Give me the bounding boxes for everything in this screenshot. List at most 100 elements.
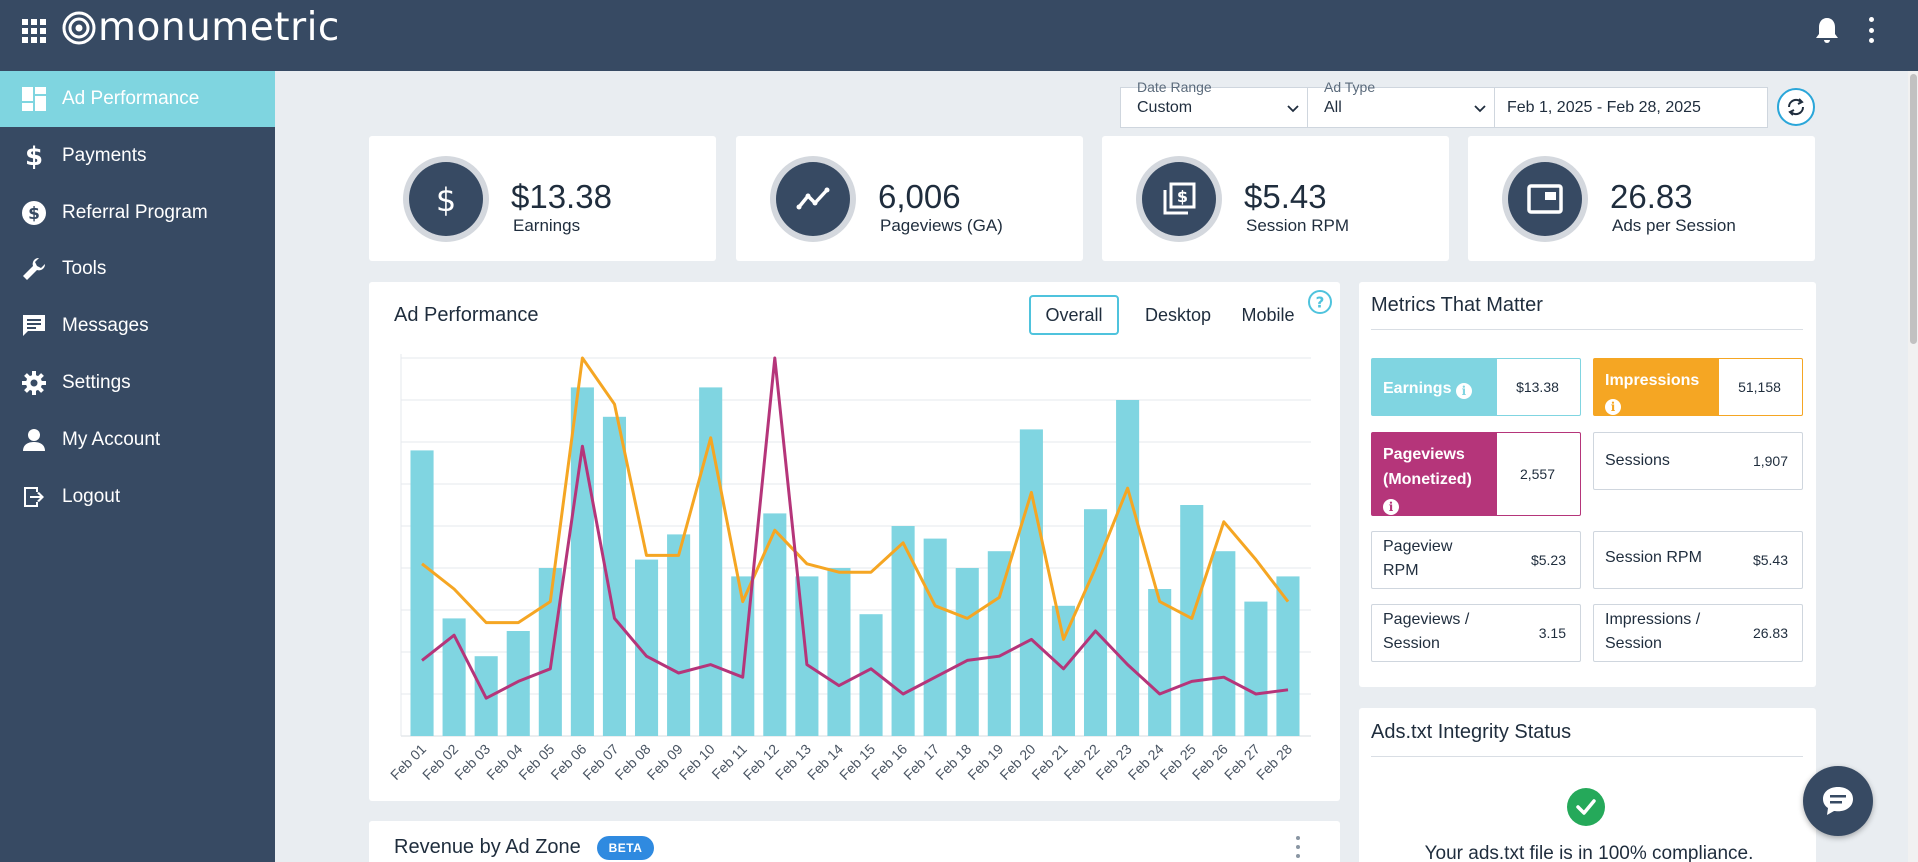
stat-card-earnings: $ $13.38 Earnings	[369, 136, 716, 261]
wrench-icon	[20, 255, 48, 283]
metrics-title: Metrics That Matter	[1371, 294, 1543, 316]
gear-icon	[20, 369, 48, 397]
metric-impressions[interactable]: Impressions i 51,158	[1593, 358, 1803, 416]
ad-type-value: All	[1324, 99, 1342, 116]
sidebar-item-referral-program[interactable]: $ Referral Program	[0, 185, 275, 241]
metric-pageviews-monetized[interactable]: Pageviews (Monetized) i 2,557	[1371, 432, 1581, 516]
stat-value: 26.83	[1610, 178, 1693, 215]
stat-label: Ads per Session	[1612, 216, 1736, 235]
chart-line-series-2	[421, 356, 1289, 700]
chart-bar	[1212, 551, 1236, 736]
dollar-circle-icon: $	[20, 199, 48, 227]
dollar-icon: $	[409, 162, 483, 236]
metrics-card: Metrics That Matter Earnings i $13.38 Im…	[1359, 282, 1816, 687]
chart-bar	[570, 387, 594, 736]
chart-bar	[410, 450, 434, 736]
chart-bar	[1083, 509, 1108, 736]
metric-label: Impressions / Session	[1605, 611, 1701, 652]
ads-txt-title: Ads.txt Integrity Status	[1371, 721, 1572, 743]
sidebar: Ad Performance $ Payments $ Referral Pro…	[0, 71, 275, 862]
metric-label: Pageview RPM	[1383, 538, 1453, 579]
metric-value: $13.38	[1516, 379, 1559, 395]
tab-mobile[interactable]: Mobile	[1241, 304, 1295, 325]
tab-desktop[interactable]: Desktop	[1144, 304, 1212, 325]
scrollbar-thumb[interactable]	[1910, 74, 1917, 344]
metric-earnings[interactable]: Earnings i $13.38	[1371, 358, 1581, 416]
stat-card-ads-per-session: 26.83 Ads per Session	[1468, 136, 1815, 261]
chart-bar	[891, 526, 915, 736]
stat-value: $13.38	[511, 178, 612, 215]
date-range-label: Date Range	[1137, 79, 1212, 95]
apps-grid-icon[interactable]	[22, 19, 46, 43]
metric-value: 1,907	[1752, 453, 1788, 469]
info-icon[interactable]: i	[1605, 399, 1621, 415]
chevron-down-icon	[1474, 105, 1486, 113]
chat-button[interactable]	[1803, 766, 1873, 836]
chart-bar	[1051, 605, 1076, 736]
metric-session-rpm[interactable]: Session RPM $5.43	[1593, 531, 1803, 589]
sidebar-item-label: Referral Program	[62, 202, 208, 223]
chart-bar	[763, 513, 787, 736]
logo[interactable]: monumetric	[62, 8, 340, 48]
date-range-select[interactable]: Date Range Custom	[1120, 79, 1308, 128]
logout-icon	[20, 483, 48, 511]
logo-text: monumetric	[98, 5, 340, 50]
beta-badge: BETA	[597, 836, 654, 860]
more-menu-icon[interactable]	[1296, 836, 1302, 858]
metric-label: Impressions	[1605, 372, 1700, 389]
help-icon[interactable]: ?	[1307, 289, 1333, 315]
sidebar-item-settings[interactable]: Settings	[0, 355, 275, 411]
scrollbar-track[interactable]	[1908, 71, 1918, 862]
metric-pageview-rpm[interactable]: Pageview RPM $5.23	[1371, 531, 1581, 589]
ad-type-select[interactable]: Ad Type All	[1307, 79, 1495, 128]
info-icon[interactable]: i	[1383, 498, 1399, 515]
ad-window-icon	[1508, 162, 1582, 236]
sidebar-item-logout[interactable]: Logout	[0, 469, 275, 525]
sidebar-item-messages[interactable]: Messages	[0, 298, 275, 354]
trend-icon	[776, 162, 850, 236]
metric-value: 51,158	[1738, 379, 1781, 395]
divider	[1371, 756, 1803, 757]
metric-label: Earnings	[1383, 380, 1452, 397]
chat-icon	[1823, 787, 1853, 815]
sidebar-item-tools[interactable]: Tools	[0, 241, 275, 297]
stat-value: 6,006	[878, 178, 961, 215]
metric-label: Pageviews / Session	[1383, 611, 1470, 652]
x-tick-label: Feb 28	[1253, 741, 1295, 783]
metric-sessions[interactable]: Sessions 1,907	[1593, 432, 1803, 490]
bell-icon[interactable]	[1814, 16, 1840, 44]
svg-text:$: $	[436, 181, 456, 217]
stat-label: Earnings	[513, 216, 581, 235]
date-picker-input[interactable]: Feb 1, 2025 - Feb 28, 2025	[1494, 87, 1768, 128]
chart-bar	[506, 631, 530, 736]
stat-value: $5.43	[1244, 178, 1327, 215]
ads-txt-card: Ads.txt Integrity Status Your ads.txt fi…	[1359, 708, 1816, 862]
metric-label: Sessions	[1605, 452, 1670, 469]
person-icon	[20, 426, 48, 454]
chart-bar	[1276, 576, 1300, 736]
top-bar: monumetric	[0, 0, 1918, 71]
metric-value: $5.43	[1752, 552, 1788, 568]
chart-bar	[667, 534, 691, 736]
refresh-button[interactable]	[1777, 88, 1815, 126]
chart-bar	[1116, 400, 1140, 736]
metric-pageviews-per-session[interactable]: Pageviews / Session 3.15	[1371, 604, 1581, 662]
dashboard-icon	[20, 85, 48, 113]
chart-bar	[987, 551, 1011, 736]
chart-bar	[827, 568, 851, 736]
sidebar-item-label: My Account	[62, 429, 161, 450]
chart-bar	[1019, 429, 1043, 736]
sidebar-item-payments[interactable]: $ Payments	[0, 128, 275, 184]
svg-text:$: $	[28, 204, 40, 224]
tab-overall[interactable]: Overall	[1029, 295, 1119, 335]
sidebar-item-label: Payments	[62, 145, 147, 166]
sidebar-item-label: Settings	[62, 372, 131, 393]
svg-text:$: $	[25, 143, 43, 169]
metric-impressions-per-session[interactable]: Impressions / Session 26.83	[1593, 604, 1803, 662]
sidebar-item-ad-performance[interactable]: Ad Performance	[0, 71, 275, 127]
more-menu-icon[interactable]	[1866, 17, 1876, 43]
sidebar-item-my-account[interactable]: My Account	[0, 412, 275, 468]
metric-value: 2,557	[1519, 466, 1556, 482]
info-icon[interactable]: i	[1455, 383, 1472, 399]
copy-dollar-icon: $	[1142, 162, 1216, 236]
